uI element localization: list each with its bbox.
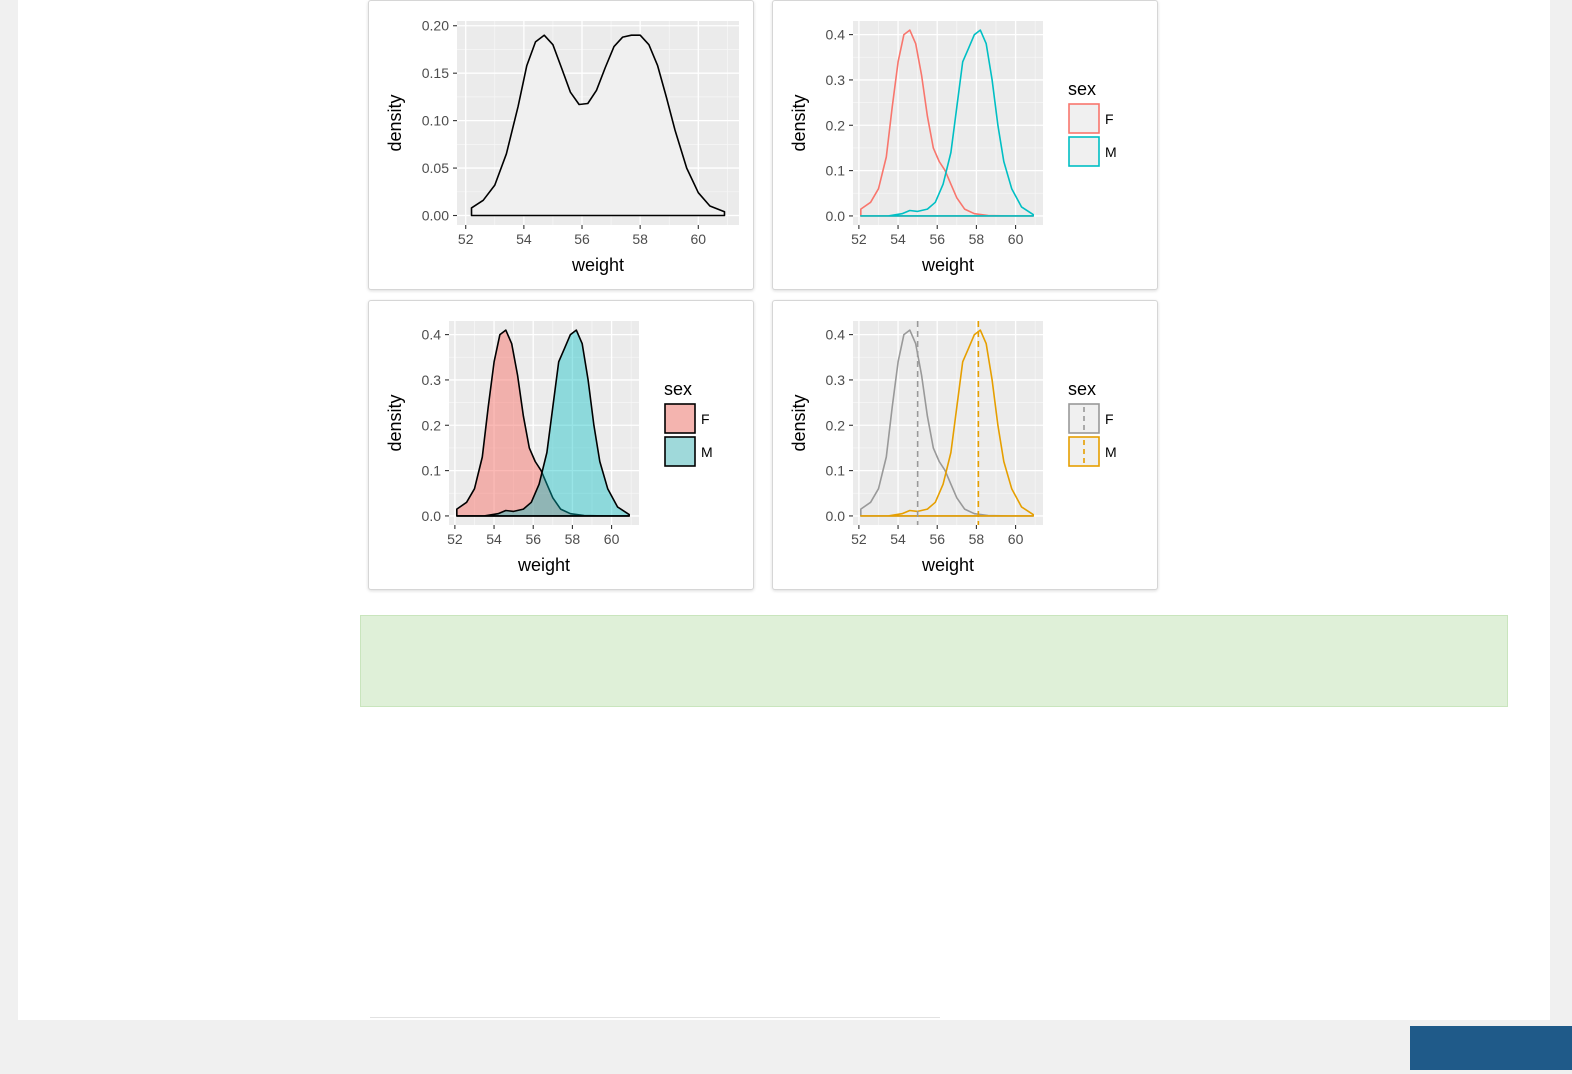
x-axis-title: weight [517, 555, 570, 575]
legend-title: sex [1068, 79, 1096, 99]
plot-panel [853, 21, 1043, 225]
chart-card-3: 52 54 56 58 60 0.0 0.1 0.2 0.3 0.4 weight density se… [368, 300, 754, 590]
y-tick-label: 0.3 [826, 372, 846, 388]
y-tick-label: 0.00 [422, 208, 449, 224]
y-tick-label: 0.3 [422, 372, 442, 388]
plot-panel [853, 321, 1043, 525]
x-axis-title: weight [571, 255, 624, 275]
y-tick-label: 0.1 [826, 163, 846, 179]
x-tick-label: 58 [969, 231, 985, 247]
x-tick-label: 58 [632, 231, 648, 247]
x-tick-label: 54 [890, 231, 906, 247]
density-curve-2 [860, 29, 1035, 217]
y-axis-title: density [789, 394, 809, 451]
x-tick-label: 60 [691, 231, 707, 247]
x-tick-label: 60 [1008, 531, 1024, 547]
y-tick-label: 0.4 [422, 327, 442, 343]
x-tick-label: 54 [890, 531, 906, 547]
legend-label-M: M [1105, 144, 1117, 160]
x-tick-label: 60 [1008, 231, 1024, 247]
x-tick-label: 52 [447, 531, 463, 547]
density-curve-1 [470, 34, 726, 217]
legend-label-F: F [1105, 411, 1114, 427]
footer-button[interactable] [1410, 1026, 1572, 1070]
legend-label-M: M [701, 444, 713, 460]
x-tick-label: 52 [458, 231, 474, 247]
legend-title: sex [664, 379, 692, 399]
legend-key-F [664, 403, 696, 434]
y-tick-label: 0.2 [826, 417, 846, 433]
legend-key-M [1068, 136, 1100, 167]
y-axis-title: density [385, 394, 405, 451]
x-tick-label: 54 [486, 531, 502, 547]
x-tick-label: 56 [929, 231, 945, 247]
y-tick-label: 0.20 [422, 18, 449, 34]
legend-key-F [1068, 103, 1100, 134]
density-plot-3: 52 54 56 58 60 0.0 0.1 0.2 0.3 0.4 weight density se… [385, 321, 713, 575]
y-axis-title: density [789, 94, 809, 151]
legend-label-F: F [701, 411, 710, 427]
chart-card-1: 52 54 56 58 60 0.00 0.05 0.10 0.15 0.20 weight dens… [368, 0, 754, 290]
density-plot-2: 52 54 56 58 60 0.0 0.1 0.2 0.3 0.4 weight density se… [789, 21, 1117, 275]
x-tick-label: 58 [565, 531, 581, 547]
y-tick-label: 0.1 [422, 463, 442, 479]
footer-divider [370, 1017, 940, 1018]
x-tick-label: 58 [969, 531, 985, 547]
y-tick-label: 0.2 [422, 417, 442, 433]
y-tick-label: 0.05 [422, 160, 449, 176]
y-tick-label: 0.0 [826, 208, 846, 224]
legend-key-M [664, 436, 696, 467]
success-message-box [360, 615, 1508, 707]
x-tick-label: 56 [929, 531, 945, 547]
density-plot-4: 52 54 56 58 60 0.0 0.1 0.2 0.3 0.4 weight density se… [789, 321, 1117, 575]
chart-card-4: 52 54 56 58 60 0.0 0.1 0.2 0.3 0.4 weight density se… [772, 300, 1158, 590]
chart-card-2: 52 54 56 58 60 0.0 0.1 0.2 0.3 0.4 weight density se… [772, 0, 1158, 290]
legend-label-M: M [1105, 444, 1117, 460]
x-tick-label: 56 [574, 231, 590, 247]
y-tick-label: 0.15 [422, 65, 449, 81]
x-tick-label: 54 [516, 231, 532, 247]
legend-label-F: F [1105, 111, 1114, 127]
y-tick-label: 0.4 [826, 327, 846, 343]
y-tick-label: 0.2 [826, 117, 846, 133]
y-tick-label: 0.3 [826, 72, 846, 88]
density-curve-2 [456, 329, 631, 517]
y-tick-label: 0.0 [826, 508, 846, 524]
y-tick-label: 0.4 [826, 27, 846, 43]
density-plot-1: 52 54 56 58 60 0.00 0.05 0.10 0.15 0.20 weight dens… [385, 18, 739, 275]
y-tick-label: 0.0 [422, 508, 442, 524]
legend-title: sex [1068, 379, 1096, 399]
x-tick-label: 52 [851, 231, 867, 247]
x-tick-label: 60 [604, 531, 620, 547]
x-axis-title: weight [921, 255, 974, 275]
x-axis-title: weight [921, 555, 974, 575]
x-tick-label: 56 [525, 531, 541, 547]
y-tick-label: 0.1 [826, 463, 846, 479]
y-tick-label: 0.10 [422, 113, 449, 129]
x-tick-label: 52 [851, 531, 867, 547]
y-axis-title: density [385, 94, 405, 151]
density-curve-2 [860, 329, 1035, 517]
